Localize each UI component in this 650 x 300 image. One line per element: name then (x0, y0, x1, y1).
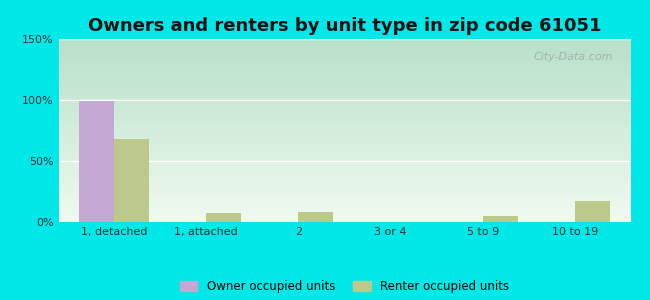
Title: Owners and renters by unit type in zip code 61051: Owners and renters by unit type in zip c… (88, 17, 601, 35)
Bar (206, 214, 241, 222)
Bar (483, 216, 518, 222)
Legend: Owner occupied units, Renter occupied units: Owner occupied units, Renter occupied un… (180, 280, 509, 293)
Text: City-Data.com: City-Data.com (534, 52, 614, 62)
Bar (575, 201, 610, 222)
Bar (298, 212, 333, 222)
Bar (114, 139, 149, 222)
Bar (79, 101, 114, 222)
